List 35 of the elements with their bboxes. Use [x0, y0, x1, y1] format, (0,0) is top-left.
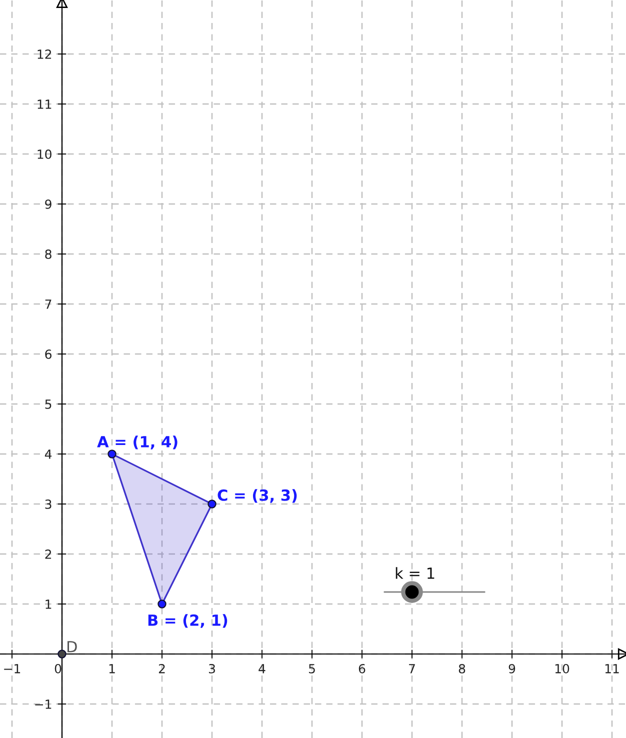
point	[108, 450, 116, 458]
x-tick-label: 7	[409, 664, 415, 674]
point	[208, 500, 216, 508]
annotation: B = (2, 1)	[148, 614, 228, 628]
point	[158, 600, 166, 608]
x-tick-label: 11	[605, 664, 619, 674]
x-tick-label: 8	[458, 664, 466, 674]
point	[58, 650, 66, 658]
annotation: C = (3, 3)	[218, 489, 297, 503]
annotation: D	[68, 641, 77, 652]
x-tick-label: 6	[358, 664, 366, 674]
x-tick-label: 5	[308, 664, 315, 674]
x-tick-label: −1	[4, 664, 20, 674]
y-tick-label: 9	[45, 199, 52, 209]
y-tick-label: 4	[44, 450, 52, 459]
y-tick-label: −1	[35, 700, 52, 709]
y-tick-label: 1	[46, 600, 52, 609]
y-tick-label: 2	[45, 549, 52, 559]
y-tick-label: 11	[38, 100, 52, 109]
y-tick-label: 5	[45, 400, 52, 409]
x-tick-label: 9	[508, 664, 516, 674]
y-tick-label: 7	[45, 300, 52, 309]
x-tick-label: 4	[258, 664, 266, 674]
x-tick-label: 0	[54, 664, 62, 674]
x-tick-label: 10	[555, 664, 570, 674]
y-tick-label: 6	[45, 349, 52, 359]
y-tick-label: 3	[45, 499, 52, 509]
y-tick-label: 12	[38, 49, 52, 59]
x-tick-label: 3	[208, 664, 215, 674]
y-tick-label: 8	[45, 249, 52, 259]
x-tick-label: 2	[158, 664, 165, 674]
y-tick-label: 10	[38, 149, 52, 159]
annotation: A = (1, 4)	[97, 436, 178, 450]
annotation: k = 1	[396, 567, 434, 579]
x-tick-label: 1	[109, 664, 115, 674]
